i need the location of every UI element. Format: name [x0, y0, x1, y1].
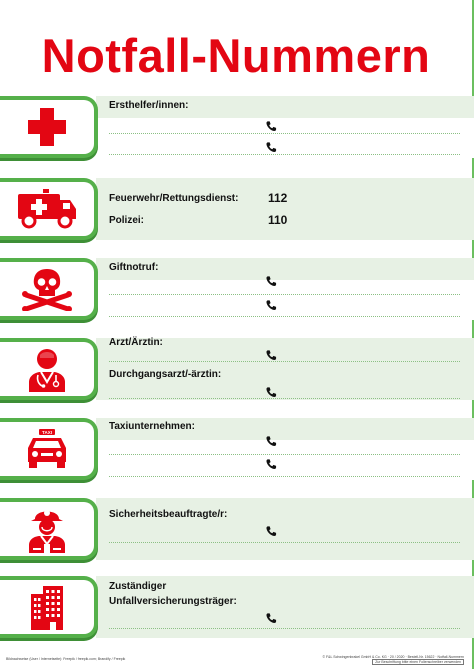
first-aid-cross-icon	[0, 96, 98, 158]
phone-icon	[266, 350, 277, 361]
taxi-icon: TAXI	[0, 418, 98, 480]
label-durchgangsarzt: Durchgangsarzt/-ärztin:	[109, 369, 222, 380]
footer-note: Zur Beschriftung bitte einen Folienschre…	[372, 659, 464, 665]
phone-icon	[266, 387, 277, 398]
phone-icon	[266, 121, 277, 132]
write-line[interactable]	[109, 476, 460, 477]
section-band	[96, 498, 474, 560]
phone-icon	[266, 142, 277, 153]
section-band	[96, 258, 474, 320]
footer-credits: Bildnachweise (User / Internetseite): Fr…	[6, 657, 126, 661]
phone-icon	[266, 526, 277, 537]
write-line[interactable]	[109, 361, 460, 362]
phone-icon	[266, 300, 277, 311]
phone-icon	[266, 459, 277, 470]
label-unfallversicherung: Unfallversicherungsträger:	[109, 596, 237, 607]
section-safety-officer: Sicherheitsbeauftragte/r:	[0, 498, 474, 560]
footer-copyright: © F&L Schwingenbrakel GmbH & Co. KG · 20…	[322, 655, 464, 659]
label-taxi: Taxiunternehmen:	[109, 421, 195, 432]
write-line[interactable]	[109, 628, 460, 629]
section-band	[96, 418, 474, 480]
number-polizei: 110	[268, 213, 288, 227]
phone-icon	[266, 613, 277, 624]
skull-crossbones-icon	[0, 258, 98, 320]
section-emergency: Feuerwehr/Rettungsdienst: 112 Polizei: 1…	[0, 178, 474, 240]
phone-icon	[266, 436, 277, 447]
section-band	[96, 178, 474, 240]
write-line[interactable]	[109, 454, 460, 455]
phone-icon	[266, 276, 277, 287]
write-line[interactable]	[109, 133, 460, 134]
label-feuerwehr: Feuerwehr/Rettungsdienst:	[109, 193, 239, 204]
building-icon	[0, 576, 98, 638]
label-arzt: Arzt/Ärztin:	[109, 337, 163, 348]
safety-officer-icon	[0, 498, 98, 560]
section-band	[96, 338, 474, 400]
number-feuerwehr: 112	[268, 191, 288, 205]
label-ersthelfer: Ersthelfer/innen:	[109, 100, 189, 111]
write-line[interactable]	[109, 542, 460, 543]
ambulance-icon	[0, 178, 98, 240]
section-doctor: Arzt/Ärztin: Durchgangsarzt/-ärztin:	[0, 337, 474, 400]
label-polizei: Polizei:	[109, 215, 145, 226]
write-line[interactable]	[109, 294, 460, 295]
page-title: Notfall-Nummern	[41, 29, 431, 82]
svg-text:TAXI: TAXI	[42, 430, 52, 435]
doctor-icon	[0, 338, 98, 400]
write-line[interactable]	[109, 398, 460, 399]
section-poison: Giftnotruf:	[0, 258, 474, 320]
write-line[interactable]	[109, 316, 460, 317]
section-band	[96, 96, 474, 158]
section-insurance: Zuständiger Unfallversicherungsträger:	[0, 576, 474, 638]
label-zustaendiger: Zuständiger	[109, 581, 167, 592]
write-line[interactable]	[109, 154, 460, 155]
section-first-aid: Ersthelfer/innen:	[0, 96, 474, 158]
label-sicherheit: Sicherheitsbeauftragte/r:	[109, 509, 228, 520]
section-band	[96, 576, 474, 638]
section-taxi: TAXI Taxiunternehmen:	[0, 418, 474, 480]
label-giftnotruf: Giftnotruf:	[109, 262, 159, 273]
